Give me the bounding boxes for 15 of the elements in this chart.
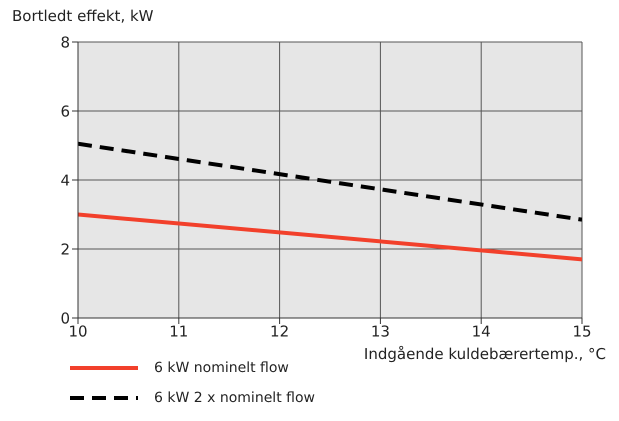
x-tick-label: 12 <box>270 322 290 341</box>
y-tick-label: 2 <box>60 240 70 258</box>
x-tick-label: 11 <box>169 322 188 341</box>
x-tick-label: 10 <box>68 322 88 341</box>
x-tick-label: 15 <box>572 322 592 341</box>
legend-label: 6 kW 2 x nominelt flow <box>154 390 315 406</box>
y-tick-label: 6 <box>60 102 70 120</box>
y-tick-label: 8 <box>60 33 70 52</box>
x-axis-title: Indgående kuldebærertemp., °C <box>364 345 606 363</box>
x-tick-label: 14 <box>472 322 491 341</box>
y-axis-title: Bortledt effekt, kW <box>12 7 154 25</box>
legend-label: 6 kW nominelt flow <box>154 360 289 376</box>
x-tick-label: 13 <box>370 322 390 341</box>
y-tick-label: 0 <box>60 309 70 328</box>
y-tick-label: 4 <box>60 171 70 190</box>
